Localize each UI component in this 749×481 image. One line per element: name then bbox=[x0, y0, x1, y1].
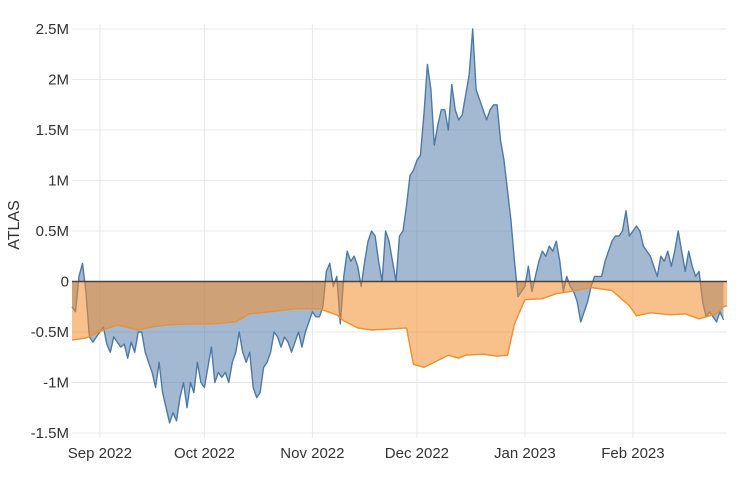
y-tick-label: -1.5M bbox=[31, 425, 69, 442]
y-tick-label: 2M bbox=[48, 72, 69, 89]
x-tick-label: Oct 2022 bbox=[174, 445, 235, 462]
y-tick-label: 2.5M bbox=[36, 21, 69, 38]
x-tick-label: Nov 2022 bbox=[280, 445, 344, 462]
series-layer bbox=[71, 28, 728, 424]
series-1-line bbox=[71, 28, 725, 424]
x-tick-label: Sep 2022 bbox=[68, 445, 132, 462]
x-tick-label: Jan 2023 bbox=[494, 445, 556, 462]
series-1-area bbox=[72, 29, 724, 423]
y-tick-label: -0.5M bbox=[31, 324, 69, 341]
x-axis: Sep 2022 Oct 2022 Nov 2022 Dec 2022 Jan 2023… bbox=[68, 445, 665, 462]
y-tick-label: 0 bbox=[61, 273, 69, 290]
y-tick-label: 0.5M bbox=[36, 223, 69, 240]
x-tick-label: Dec 2022 bbox=[385, 445, 449, 462]
y-tick-label: -1M bbox=[43, 374, 69, 391]
series-2-area bbox=[72, 281, 727, 368]
y-axis: -1.5M -1M -0.5M 0 0.5M 1M 1.5M 2M 2.5M bbox=[31, 21, 69, 442]
y-tick-label: 1M bbox=[48, 173, 69, 190]
x-tick-label: Feb 2023 bbox=[601, 445, 664, 462]
series-2-line bbox=[71, 286, 728, 368]
y-tick-label: 1.5M bbox=[36, 122, 69, 139]
y-axis-title: ATLAS bbox=[6, 200, 23, 250]
